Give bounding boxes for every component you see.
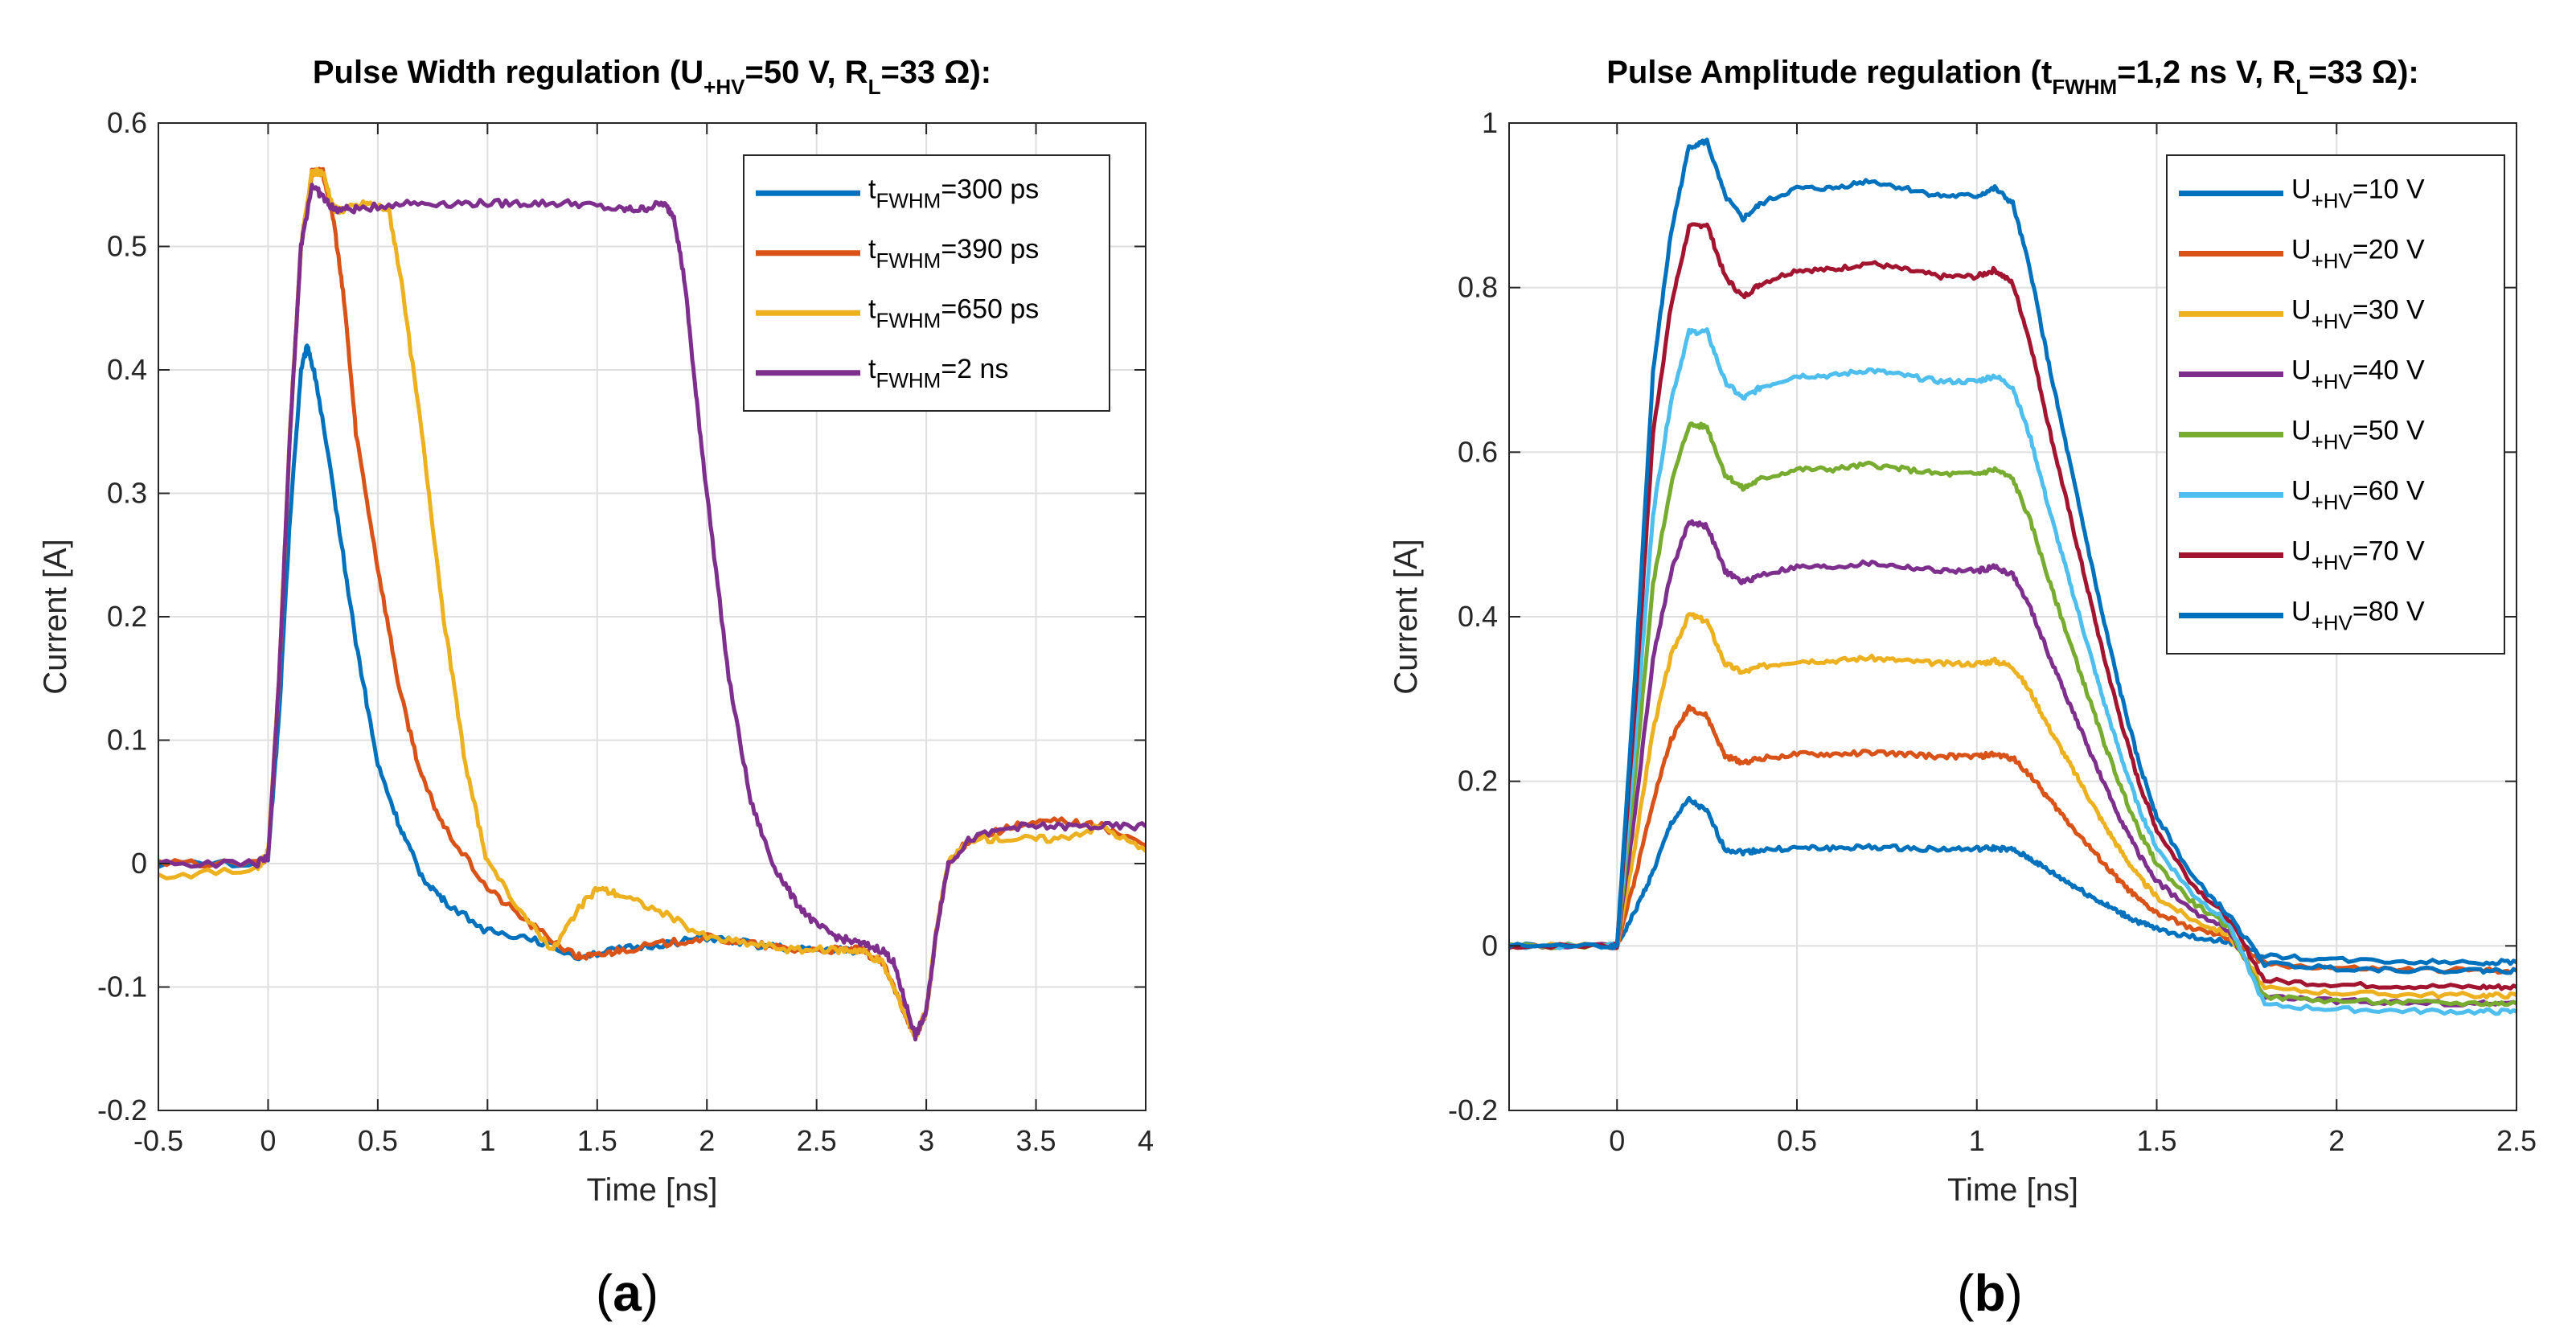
- y-tick-label: -0.2: [1448, 1094, 1498, 1127]
- x-tick-label: 1: [479, 1124, 495, 1157]
- series-line-2: [1509, 704, 2517, 975]
- x-tick-label: 0.5: [1777, 1124, 1817, 1157]
- chart-title: Pulse Amplitude regulation (tFWHM=1,2 ns…: [1606, 55, 2419, 99]
- y-axis-label: Current [A]: [38, 539, 73, 694]
- x-tick-label: 4: [1138, 1124, 1154, 1157]
- series-group: [1509, 137, 2517, 1016]
- x-axis-label: Time [ns]: [1947, 1172, 2078, 1208]
- x-tick-label: -0.5: [133, 1124, 183, 1157]
- chart-title: Pulse Width regulation (U+HV=50 V, RL=33…: [313, 55, 991, 99]
- y-tick-label: 1: [1482, 106, 1498, 139]
- series-line-1: [1509, 795, 2517, 967]
- legend-box: [743, 154, 1110, 412]
- legend-label-2: tFWHM=390 ps: [868, 234, 1039, 273]
- x-tick-label: 2: [699, 1124, 715, 1157]
- y-tick-label: 0: [131, 847, 147, 880]
- series-line-4: [1509, 519, 2517, 1008]
- legend: U+HV=10 V U+HV=20 V U+HV=30 V U+HV=40 V U+HV…: [2166, 154, 2505, 655]
- y-tick-label: 0.4: [1458, 600, 1498, 633]
- series-line-5: [1509, 421, 2517, 1008]
- series-line-4: [158, 183, 1146, 1042]
- series-line-8: [1509, 137, 2517, 975]
- y-tick-label: -0.1: [97, 971, 147, 1004]
- y-tick-label: 0.2: [1458, 765, 1498, 798]
- legend-label-4: U+HV=40 V: [2291, 355, 2425, 394]
- y-tick-label: 0.4: [107, 353, 147, 386]
- x-tick-label: 3: [918, 1124, 934, 1157]
- legend-box: [2166, 154, 2505, 655]
- series-line-3: [1509, 612, 2517, 1000]
- series-line-7: [1509, 222, 2517, 991]
- x-tick-label: 2.5: [797, 1124, 837, 1157]
- y-tick-label: 0.5: [107, 230, 147, 263]
- y-tick-label: 0.8: [1458, 271, 1498, 304]
- series-group: [158, 166, 1146, 1042]
- legend-label-6: U+HV=60 V: [2291, 476, 2425, 515]
- y-axis-label: Current [A]: [1388, 539, 1424, 694]
- legend-label-2: U+HV=20 V: [2291, 235, 2425, 273]
- y-tick-label: 0.3: [107, 477, 147, 510]
- y-tick-label: 0: [1482, 929, 1498, 962]
- y-tick-label: 0.2: [107, 600, 147, 633]
- legend-label-3: U+HV=30 V: [2291, 295, 2425, 334]
- x-tick-label: 2.5: [2496, 1124, 2537, 1157]
- chart-panel-b: 0 0.5 1 1.5 2 2.5 -0.2 0 0.2 0.4 0.6 0.8 1 Time [ns] C…: [1388, 55, 2537, 1322]
- legend-label-5: U+HV=50 V: [2291, 416, 2425, 454]
- y-tick-label: 0.6: [107, 106, 147, 139]
- x-axis-label: Time [ns]: [587, 1172, 718, 1208]
- series-line-6: [1509, 327, 2517, 1016]
- x-tick-label: 2: [2328, 1124, 2344, 1157]
- x-tick-label: 0.5: [358, 1124, 398, 1157]
- legend-label-4: tFWHM=2 ns: [868, 354, 1008, 392]
- y-tick-label: 0.6: [1458, 435, 1498, 468]
- legend-label-3: tFWHM=650 ps: [868, 293, 1039, 332]
- x-tick-label: 3.5: [1016, 1124, 1056, 1157]
- y-tick-label: 0.1: [107, 724, 147, 757]
- x-tick-label: 1.5: [2136, 1124, 2176, 1157]
- legend-label-7: U+HV=70 V: [2291, 536, 2425, 575]
- legend: tFWHM=300 ps tFWHM=390 ps tFWHM=650 ps tFWH…: [743, 154, 1110, 412]
- legend-label-1: U+HV=10 V: [2291, 174, 2425, 213]
- chart-panel-a: -0.5 0 0.5 1 1.5 2 2.5 3 3.5 4 -0.2 -0.1 0 0.1 0.2 0.3 0…: [38, 55, 1154, 1322]
- x-tick-label: 0: [260, 1124, 276, 1157]
- x-tick-label: 1.5: [577, 1124, 617, 1157]
- series-line-1: [158, 343, 863, 962]
- legend-label-8: U+HV=80 V: [2291, 597, 2425, 635]
- panel-label: (b): [1957, 1264, 2023, 1322]
- legend-label-1: tFWHM=300 ps: [868, 174, 1039, 212]
- x-tick-label: 0: [1609, 1124, 1625, 1157]
- panel-label: (a): [596, 1264, 658, 1322]
- y-tick-label: -0.2: [97, 1094, 147, 1127]
- x-tick-label: 1: [1969, 1124, 1985, 1157]
